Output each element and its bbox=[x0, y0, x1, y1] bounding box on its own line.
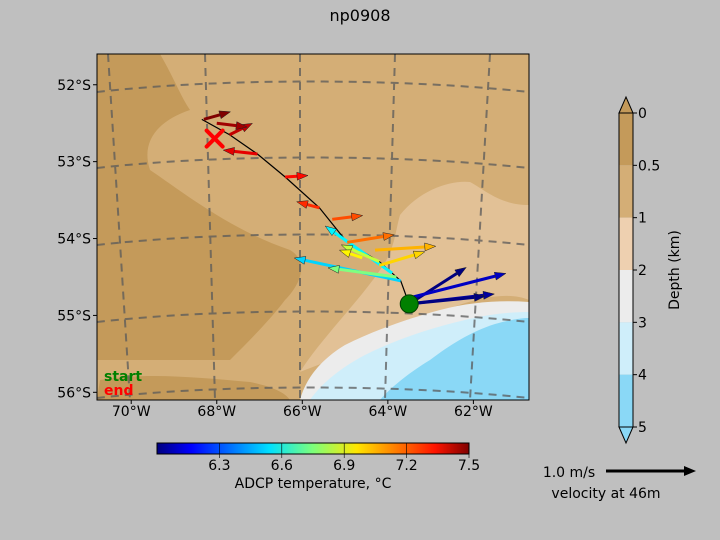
lon-tick-label: 68°W bbox=[197, 404, 236, 420]
lat-tick-label: 52°S bbox=[57, 78, 91, 94]
depth-tick-label: 2 bbox=[638, 263, 647, 279]
depth-colorbar-segment bbox=[619, 165, 633, 218]
start-marker bbox=[399, 294, 419, 314]
lat-tick-label: 53°S bbox=[57, 155, 91, 171]
depth-colorbar-segment bbox=[619, 270, 633, 323]
lon-tick-label: 70°W bbox=[112, 404, 151, 420]
velocity-arrow bbox=[285, 171, 309, 181]
velocity-arrow bbox=[216, 121, 248, 130]
velocity-arrow bbox=[338, 249, 363, 260]
end-legend-label: end bbox=[104, 383, 133, 399]
velocity-arrow bbox=[409, 293, 486, 306]
lon-tick-labels: 70°W 68°W 66°W 64°W 62°W bbox=[112, 400, 493, 420]
vector-key-speed: 1.0 m/s bbox=[543, 465, 595, 481]
chart-title: np0908 bbox=[329, 6, 390, 25]
depth-colorbar-segment bbox=[619, 217, 633, 270]
map-grid bbox=[97, 54, 529, 400]
temp-tick-label: 6.6 bbox=[271, 458, 293, 474]
temp-tick-label: 6.3 bbox=[208, 458, 230, 474]
lat-tick-label: 56°S bbox=[57, 385, 91, 401]
depth-colorbar: 0 0.5 1 2 3 4 5 Depth (km) bbox=[618, 95, 683, 445]
lon-tick-label: 64°W bbox=[369, 404, 408, 420]
depth-tick-label: 0 bbox=[638, 106, 647, 122]
shelf-region bbox=[300, 181, 529, 372]
velocity-arrow bbox=[327, 265, 397, 279]
temp-tick-label: 6.9 bbox=[333, 458, 355, 474]
depth-tick-label: 4 bbox=[638, 368, 647, 384]
depth-tick-label: 1 bbox=[638, 211, 647, 227]
velocity-arrow bbox=[324, 225, 393, 275]
depth-colorbar-segment bbox=[619, 374, 633, 427]
temperature-colorbar-label: ADCP temperature, °C bbox=[235, 476, 392, 492]
velocity-arrow bbox=[332, 212, 364, 222]
temp-tick-label: 7.5 bbox=[458, 458, 480, 474]
depth-tick-label: 3 bbox=[638, 315, 647, 331]
vector-key-arrow-head bbox=[684, 466, 696, 476]
ship-track bbox=[201, 118, 410, 305]
depth-colorbar-label: Depth (km) bbox=[667, 230, 683, 310]
velocity-arrow bbox=[222, 147, 258, 156]
land-region-north bbox=[97, 54, 185, 130]
lon-tick-label: 62°W bbox=[454, 404, 493, 420]
depth-tick-label: 0.5 bbox=[638, 158, 660, 174]
temperature-colorbar-fill bbox=[156, 442, 470, 455]
end-marker bbox=[204, 128, 225, 149]
map-panel: start end 52°S 53°S 54°S 55°S 56°S 70°W 68°W 6… bbox=[57, 53, 530, 420]
land-region-west bbox=[97, 54, 302, 360]
lat-tick-label: 54°S bbox=[57, 232, 91, 248]
velocity-arrow bbox=[378, 250, 426, 267]
depth-colorbar-segment bbox=[619, 322, 633, 375]
temp-tick-label: 7.2 bbox=[395, 458, 417, 474]
depth-colorbar-bottom-extend bbox=[618, 426, 634, 445]
depth-tick-label: 5 bbox=[638, 420, 647, 436]
lat-tick-label: 55°S bbox=[57, 308, 91, 324]
vector-key-depth: velocity at 46m bbox=[551, 486, 660, 502]
start-legend-label: start bbox=[104, 369, 142, 385]
lon-tick-label: 66°W bbox=[283, 404, 322, 420]
map-frame bbox=[96, 53, 530, 401]
temperature-colorbar: 6.3 6.6 6.9 7.2 7.5 ADCP temperature, °C bbox=[156, 442, 480, 492]
velocity-arrow bbox=[203, 110, 232, 121]
deep-water-4km bbox=[380, 318, 529, 400]
depth-colorbar-segment bbox=[619, 113, 633, 166]
velocity-arrow bbox=[406, 271, 507, 300]
velocity-arrow bbox=[295, 200, 320, 210]
velocity-arrow bbox=[346, 232, 396, 244]
depth-colorbar-top-extend bbox=[618, 95, 634, 114]
velocity-vectors bbox=[203, 110, 507, 306]
vector-key: 1.0 m/s velocity at 46m bbox=[543, 465, 696, 502]
velocity-arrow bbox=[374, 242, 437, 252]
lat-tick-labels: 52°S 53°S 54°S 55°S 56°S bbox=[57, 78, 97, 401]
